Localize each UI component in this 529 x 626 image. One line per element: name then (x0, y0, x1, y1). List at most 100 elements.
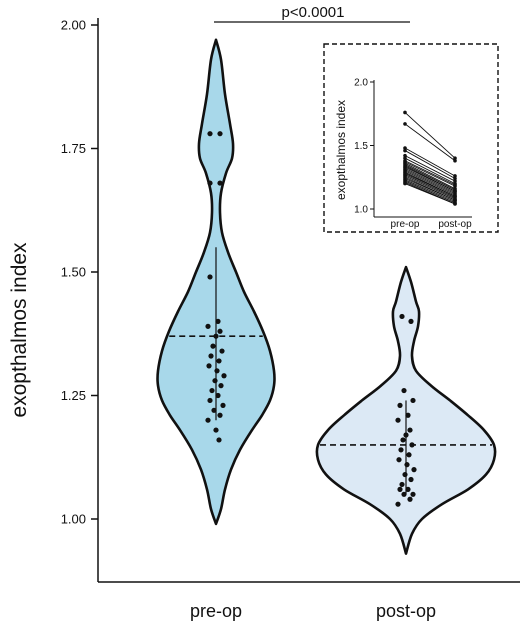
inset-pair-line (404, 155, 456, 182)
inset-point-pre (403, 148, 407, 153)
data-point (211, 407, 217, 413)
inset-pair-line (404, 147, 456, 177)
inset-point-pre (403, 110, 407, 115)
inset-pair-line (404, 174, 456, 198)
inset-pair-line (404, 164, 456, 191)
inset-point-pre (403, 153, 407, 158)
data-point (408, 476, 414, 483)
data-points (205, 131, 417, 507)
y-tick-label: 1.50 (61, 265, 86, 280)
inset-chart: 1.0 1.5 2.0 exopthalmos index pre-op post-op (323, 43, 499, 233)
inset-pair-line (404, 123, 456, 162)
axis-labels: exopthalmos index pre-op post-op (8, 242, 436, 621)
data-point (400, 437, 406, 443)
data-point (397, 486, 403, 492)
data-point (403, 432, 409, 438)
inset-pair-line (404, 180, 456, 204)
data-point (218, 383, 224, 389)
inset-pair-line (404, 183, 456, 205)
inset-pair-line (404, 179, 456, 202)
inset-pair-line (404, 170, 456, 196)
data-point (410, 491, 416, 497)
data-point (407, 496, 413, 502)
data-point (210, 343, 216, 349)
data-point (208, 353, 214, 359)
data-point (395, 417, 401, 423)
inset-pair-line (404, 150, 456, 179)
x-category-label: post-op (376, 601, 436, 621)
data-point (217, 131, 223, 137)
inset-pair-line (404, 178, 456, 201)
data-point (207, 274, 213, 280)
data-point (397, 402, 403, 408)
y-tick-label: 2.00 (61, 18, 86, 33)
data-point (404, 462, 410, 468)
y-tick-label: 1.25 (61, 388, 86, 403)
data-point (216, 437, 222, 443)
inset-x-category-label: post-op (438, 219, 472, 230)
inset-pair-line (404, 157, 456, 185)
inset-point-post (453, 156, 457, 160)
data-point (207, 180, 213, 186)
inset-point-pre (403, 146, 407, 150)
y-tick-label: 1.75 (61, 141, 86, 156)
data-point (401, 491, 407, 497)
data-point (207, 131, 213, 137)
data-point (401, 387, 407, 394)
data-point (405, 412, 411, 418)
data-point (216, 358, 222, 364)
inset-point-pre (403, 122, 407, 126)
inset-y-tick-label: 2.0 (354, 78, 368, 89)
data-point (409, 442, 415, 448)
data-point (217, 328, 223, 334)
data-point (408, 318, 414, 324)
data-point (411, 467, 417, 473)
data-point (213, 427, 219, 433)
inset-point-post (453, 174, 457, 178)
data-point (213, 333, 219, 339)
data-point (205, 417, 211, 423)
inset-y-tick-label: 1.0 (354, 205, 368, 216)
data-point (217, 412, 223, 418)
data-point (220, 402, 226, 408)
inset-y-axis-title: exopthalmos index (334, 100, 348, 200)
data-point (219, 348, 225, 354)
inset-pair-line (404, 162, 456, 190)
inset-pair-line (404, 169, 456, 195)
inset-point-pre (403, 156, 407, 160)
data-point (407, 427, 413, 433)
data-point (209, 387, 215, 394)
data-point (398, 447, 404, 453)
inset-point-post (453, 176, 457, 181)
data-point (215, 392, 221, 399)
significance-label: p<0.0001 (282, 4, 345, 21)
x-category-label: pre-op (190, 601, 242, 621)
inset-point-pre (403, 181, 407, 186)
inset-x-category-label: pre-op (391, 219, 420, 230)
inset-pair-line (404, 167, 456, 193)
data-point (205, 323, 211, 329)
inset-point-post (453, 184, 457, 188)
data-point (405, 486, 411, 492)
y-tick-label: 1.00 (61, 512, 86, 527)
inset-pair-line (404, 112, 456, 159)
data-point (214, 368, 220, 374)
inset-pair-line (404, 160, 456, 186)
inset-frame (323, 43, 499, 233)
data-point (402, 471, 408, 478)
data-point (399, 481, 405, 488)
data-point (215, 318, 221, 324)
inset-point-post (453, 158, 457, 163)
data-point (399, 313, 405, 320)
data-point (410, 397, 416, 404)
data-point (212, 378, 218, 384)
data-point (395, 501, 401, 507)
data-point (207, 397, 213, 404)
inset-point-post (453, 179, 457, 183)
data-point (206, 363, 212, 369)
inset-pair-line (404, 166, 456, 192)
inset-pair-line (404, 175, 456, 200)
inset-pair-line (404, 161, 456, 187)
inset-point-post (453, 202, 457, 206)
